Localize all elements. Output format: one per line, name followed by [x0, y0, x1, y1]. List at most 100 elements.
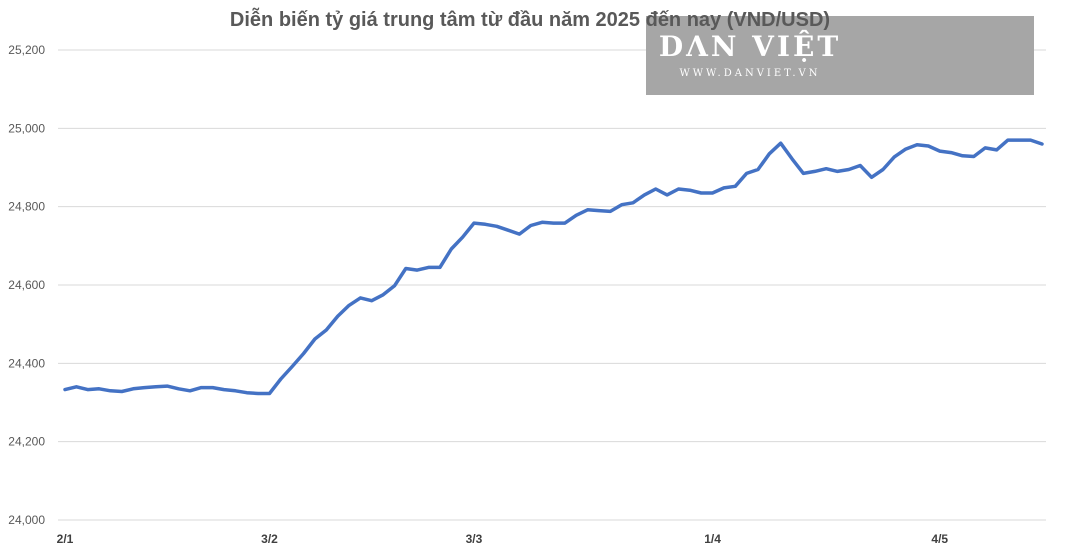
- data-point: [370, 299, 373, 302]
- data-point: [575, 214, 578, 217]
- data-point: [529, 224, 532, 227]
- data-point: [359, 296, 362, 300]
- data-point: [131, 387, 135, 390]
- y-tick-label: 25,000: [8, 121, 45, 135]
- data-point: [461, 236, 464, 239]
- data-point: [802, 172, 805, 175]
- data-point: [836, 170, 839, 173]
- watermark: DΛN VIỆT WWW.DANVIET.VN: [646, 16, 1034, 95]
- data-point: [870, 176, 873, 179]
- data-point: [245, 391, 248, 394]
- data-point: [484, 223, 487, 226]
- data-point: [665, 193, 669, 197]
- data-point: [654, 187, 657, 191]
- data-point: [620, 203, 623, 206]
- data-point: [1040, 142, 1044, 146]
- data-point: [961, 154, 964, 157]
- data-point: [643, 193, 646, 197]
- x-tick-label: 3/3: [466, 532, 483, 546]
- data-point: [972, 155, 976, 158]
- data-point: [120, 390, 124, 393]
- data-point: [393, 284, 396, 287]
- data-point: [768, 152, 771, 155]
- data-point: [563, 221, 567, 225]
- data-point: [302, 352, 305, 355]
- data-point: [597, 209, 601, 212]
- x-tick-label: 3/2: [261, 532, 278, 546]
- data-point: [506, 228, 510, 232]
- x-tick-label: 2/1: [57, 532, 74, 546]
- data-point: [1006, 138, 1010, 142]
- data-point: [824, 167, 828, 170]
- data-point: [381, 293, 385, 296]
- data-point: [200, 386, 203, 389]
- data-point: [677, 187, 680, 191]
- data-point: [847, 168, 851, 171]
- data-point: [415, 268, 419, 272]
- watermark-box: [646, 16, 1034, 95]
- data-point: [313, 337, 317, 341]
- data-point: [711, 191, 714, 195]
- data-point: [188, 389, 192, 392]
- data-point: [336, 315, 339, 318]
- data-point: [256, 392, 260, 395]
- data-point: [450, 247, 453, 251]
- data-point: [927, 144, 930, 148]
- data-point: [722, 186, 726, 190]
- data-point: [438, 266, 442, 269]
- y-tick-label: 24,600: [8, 278, 45, 292]
- data-point: [472, 221, 476, 225]
- data-point: [949, 151, 953, 154]
- data-point: [881, 168, 885, 171]
- y-axis-tick-labels: 24,000 24,200 24,400 24,600 24,800 25,000 25,2…: [8, 43, 45, 527]
- data-point: [143, 386, 146, 389]
- data-point: [779, 142, 782, 145]
- data-point: [63, 388, 67, 391]
- data-point: [75, 385, 78, 389]
- data-point: [859, 164, 862, 167]
- data-point: [915, 143, 919, 146]
- y-tick-label: 24,400: [8, 356, 45, 370]
- y-tick-label: 24,800: [8, 200, 45, 214]
- data-point: [1029, 138, 1032, 142]
- series-line: [63, 138, 1044, 396]
- data-point: [790, 157, 794, 161]
- data-point: [211, 386, 214, 389]
- gridlines: [58, 49, 1046, 443]
- data-point: [552, 221, 555, 225]
- watermark-url: WWW.DANVIET.VN: [679, 68, 820, 79]
- chart-title: Diễn biến tỷ giá trung tâm từ đầu năm 20…: [230, 7, 830, 31]
- data-point: [904, 147, 907, 151]
- watermark-logo: DΛN VIỆT: [659, 30, 841, 63]
- data-point: [813, 170, 816, 173]
- data-point: [166, 384, 169, 388]
- data-point: [745, 172, 748, 175]
- x-tick-label: 4/5: [931, 532, 948, 546]
- data-point: [404, 267, 408, 270]
- data-point: [97, 387, 101, 390]
- x-tick-label: 1/4: [704, 532, 721, 546]
- data-point: [234, 389, 237, 392]
- data-point: [995, 148, 998, 152]
- data-point: [699, 191, 703, 195]
- data-point: [347, 304, 351, 307]
- data-point: [893, 155, 896, 159]
- data-point: [938, 149, 941, 153]
- data-point: [177, 387, 180, 390]
- data-point: [734, 185, 737, 188]
- data-point: [291, 365, 294, 368]
- data-point: [518, 232, 521, 236]
- data-point: [109, 389, 112, 392]
- data-point: [756, 168, 760, 171]
- data-point: [609, 210, 612, 213]
- y-tick-label: 24,000: [8, 513, 45, 527]
- y-tick-label: 24,200: [8, 435, 45, 449]
- data-point: [325, 328, 328, 332]
- data-point: [1018, 138, 1021, 142]
- series-layer: [63, 138, 1044, 396]
- data-point: [268, 392, 271, 395]
- data-point: [688, 189, 692, 192]
- data-point: [586, 208, 589, 211]
- data-point: [154, 385, 158, 389]
